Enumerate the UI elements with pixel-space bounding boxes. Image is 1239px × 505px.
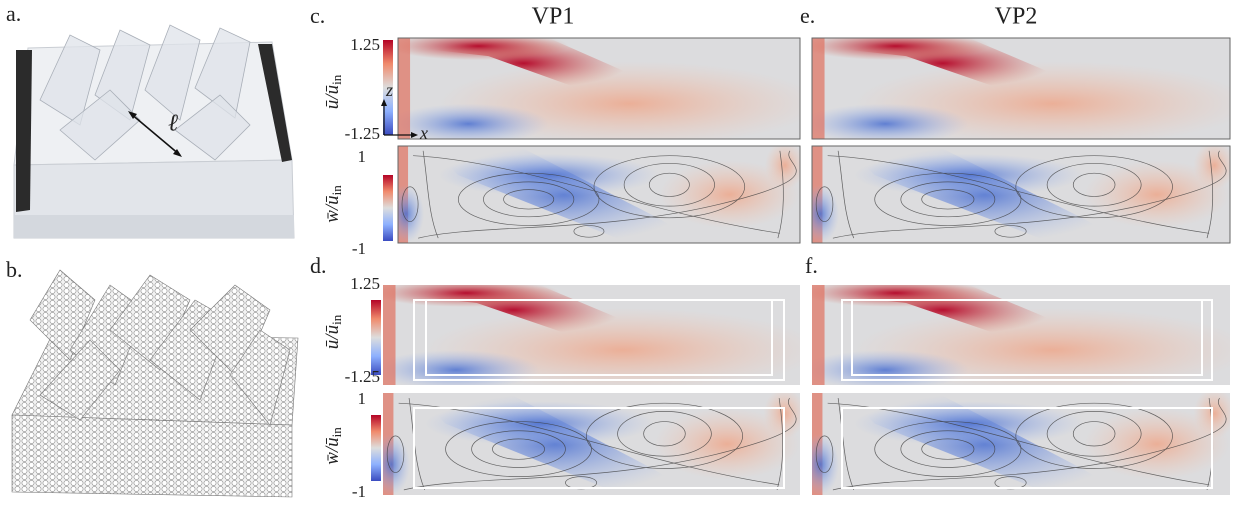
arrow-head <box>411 132 418 138</box>
axis-label: z <box>385 80 393 100</box>
colorbar-label: w̄/ūin <box>322 185 344 223</box>
photo-tank <box>13 24 295 239</box>
colorbar-min: -1 <box>352 239 366 258</box>
colorbar <box>383 175 393 241</box>
colorbar-max: 1 <box>358 147 367 166</box>
mesh-model <box>11 269 299 498</box>
column-title: VP2 <box>995 4 1038 30</box>
label-subscript: in <box>329 74 344 85</box>
column-title: VP1 <box>532 4 575 30</box>
length-label: ℓ <box>168 111 178 137</box>
velocity-field <box>398 38 800 139</box>
label-subscript: in <box>329 314 344 325</box>
panel-label: f. <box>805 253 818 278</box>
colorbar-label: ū/ūin <box>322 74 344 109</box>
label-subscript: in <box>329 427 344 438</box>
velocity-field <box>812 393 1230 495</box>
arrow-head <box>381 99 387 106</box>
colorbar-label: ū/ūin <box>322 314 344 349</box>
velocity-field <box>812 146 1230 243</box>
colorbar-max: 1.25 <box>350 274 380 293</box>
colorbar <box>371 300 381 375</box>
panel-label: c. <box>310 3 325 28</box>
axis-arrows <box>383 103 414 136</box>
colorbar <box>371 415 381 481</box>
label-main: ū/ū <box>322 85 343 109</box>
axis-label: x <box>419 123 428 143</box>
colorbar-max: 1.25 <box>350 35 380 54</box>
panel-label: a. <box>6 1 21 26</box>
colorbar-min: -1 <box>352 482 366 501</box>
colorbar-max: 1 <box>358 389 367 408</box>
velocity-field <box>398 146 800 243</box>
tank-outline <box>413 299 1213 489</box>
label-subscript: in <box>329 185 344 196</box>
label-main: w̄/ū <box>322 195 343 222</box>
label-main: w̄/ū <box>322 437 343 464</box>
panel-label: d. <box>310 253 327 278</box>
field-frame <box>397 37 1231 244</box>
colorbar-label: w̄/ūin <box>322 427 344 465</box>
panel-label: b. <box>6 257 23 282</box>
panel-label: e. <box>800 3 815 28</box>
colorbar-min: -1.25 <box>345 367 380 386</box>
velocity-field <box>812 38 1230 139</box>
label-main: ū/ū <box>322 325 343 349</box>
colorbar <box>383 40 393 135</box>
colorbar-min: -1.25 <box>345 124 380 143</box>
velocity-field <box>383 393 800 495</box>
